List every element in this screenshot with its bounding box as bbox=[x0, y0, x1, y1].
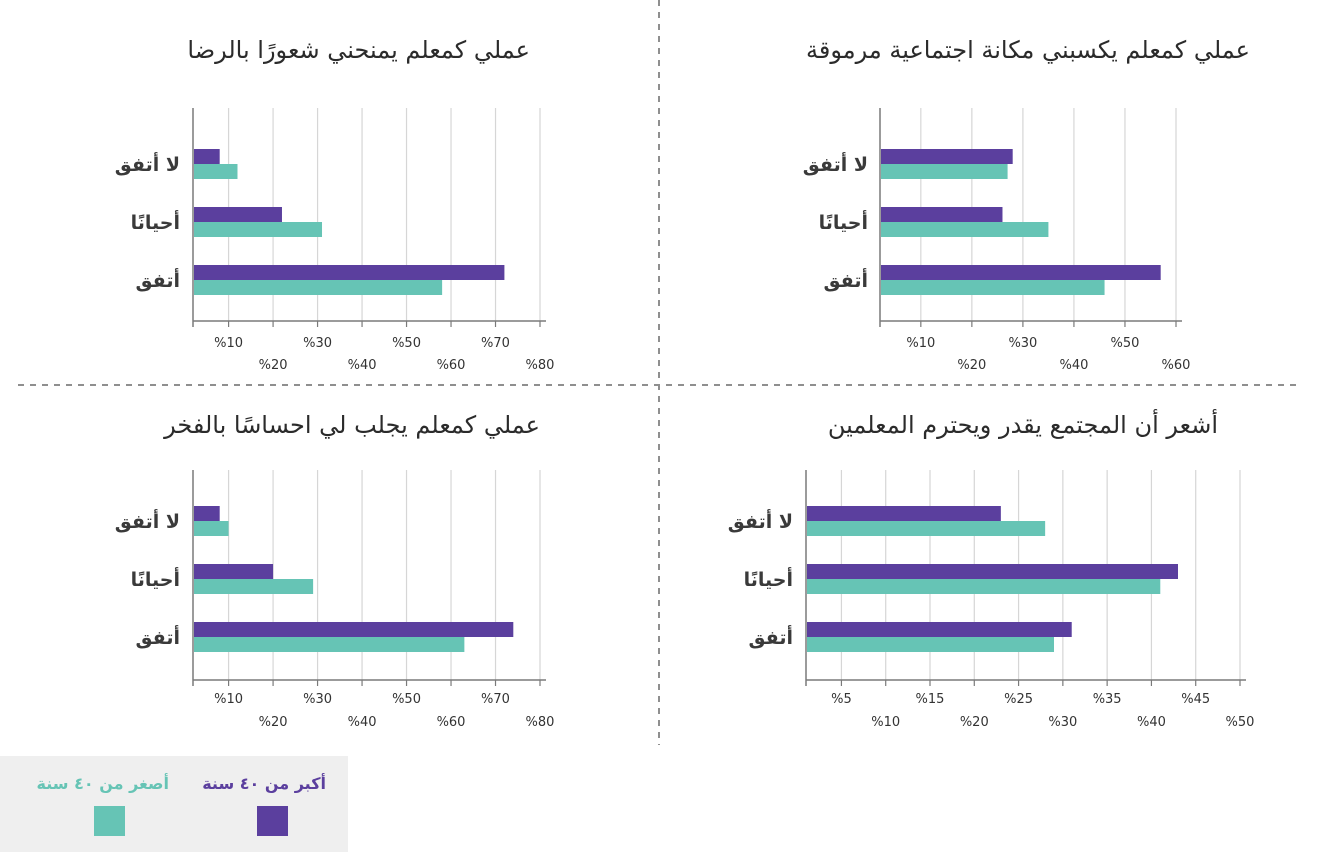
tick-label: %40 bbox=[348, 358, 377, 373]
category-label: لا أتفق bbox=[728, 509, 793, 533]
tick-label: %70 bbox=[481, 692, 510, 707]
chart-panel-social-status: عملي كمعلم يكسبني مكانة اجتماعية مرموقة%… bbox=[803, 36, 1250, 373]
tick-label: %35 bbox=[1093, 692, 1122, 707]
legend-label-older: أكبر من ٤٠ سنة bbox=[202, 773, 326, 793]
bar-younger bbox=[881, 280, 1105, 295]
tick-label: %30 bbox=[303, 692, 332, 707]
tick-label: %45 bbox=[1181, 692, 1210, 707]
tick-label: %80 bbox=[526, 715, 555, 730]
bar-older bbox=[194, 149, 220, 164]
tick-label: %10 bbox=[906, 336, 935, 351]
bar-older bbox=[881, 265, 1161, 280]
tick-label: %20 bbox=[960, 715, 989, 730]
bar-older bbox=[807, 506, 1001, 521]
tick-label: %60 bbox=[437, 715, 466, 730]
chart-panel-community-respect: أشعر أن المجتمع يقدر ويحترم المعلمين %5 %1… bbox=[728, 409, 1255, 730]
tick-label: %50 bbox=[1226, 715, 1255, 730]
bar-older bbox=[194, 265, 505, 280]
bar-older bbox=[881, 149, 1013, 164]
bar-older bbox=[881, 207, 1003, 222]
bar-younger bbox=[194, 579, 314, 594]
tick-label: %50 bbox=[1111, 336, 1140, 351]
tick-label: %50 bbox=[392, 692, 421, 707]
tick-label: %70 bbox=[481, 336, 510, 351]
bar-younger bbox=[194, 164, 238, 179]
chart-title: عملي كمعلم يمنحني شعورًا بالرضا bbox=[187, 36, 530, 64]
tick-label: %20 bbox=[957, 358, 986, 373]
bar-younger bbox=[807, 521, 1046, 536]
category-label: أتفق bbox=[824, 268, 868, 292]
category-label: لا أتفق bbox=[115, 152, 180, 176]
bar-younger bbox=[194, 637, 465, 652]
tick-label: %40 bbox=[1137, 715, 1166, 730]
tick-label: %5 bbox=[831, 692, 852, 707]
category-label: أحيانًا bbox=[744, 567, 793, 591]
category-label: أحيانًا bbox=[819, 210, 868, 234]
bar-older bbox=[194, 564, 274, 579]
chart-panel-satisfaction: عملي كمعلم يمنحني شعورًا بالرضا %10 %20 %30… bbox=[115, 36, 555, 373]
bar-older bbox=[194, 622, 514, 637]
category-label: لا أتفق bbox=[115, 509, 180, 533]
tick-label: %15 bbox=[916, 692, 945, 707]
bar-older bbox=[807, 622, 1072, 637]
chart-panel-pride: عملي كمعلم يجلب لي احساسًا بالفخر %10 %20%… bbox=[115, 411, 555, 730]
category-label: أحيانًا bbox=[131, 210, 180, 234]
legend-label-younger: أصغر من ٤٠ سنة bbox=[37, 773, 169, 793]
legend-background bbox=[0, 756, 348, 852]
category-label: أتفق bbox=[749, 625, 793, 649]
chart-title: عملي كمعلم يكسبني مكانة اجتماعية مرموقة bbox=[806, 36, 1250, 64]
tick-label: %10 bbox=[871, 715, 900, 730]
tick-label: %30 bbox=[303, 336, 332, 351]
tick-label: %25 bbox=[1004, 692, 1033, 707]
category-label: لا أتفق bbox=[803, 152, 868, 176]
legend: أكبر من ٤٠ سنة أصغر من ٤٠ سنة bbox=[0, 756, 348, 852]
chart-title: أشعر أن المجتمع يقدر ويحترم المعلمين bbox=[828, 409, 1218, 439]
bar-younger bbox=[194, 222, 323, 237]
category-label: أحيانًا bbox=[131, 567, 180, 591]
bar-younger bbox=[194, 521, 229, 536]
bar-older bbox=[194, 207, 282, 222]
bar-older bbox=[807, 564, 1178, 579]
tick-label: %10 bbox=[214, 692, 243, 707]
tick-label: %40 bbox=[1059, 358, 1088, 373]
tick-label: %50 bbox=[392, 336, 421, 351]
tick-label: %80 bbox=[526, 358, 555, 373]
bar-older bbox=[194, 506, 220, 521]
chart-title: عملي كمعلم يجلب لي احساسًا بالفخر bbox=[163, 411, 540, 439]
tick-label: %60 bbox=[437, 358, 466, 373]
tick-label: %20 bbox=[259, 358, 288, 373]
legend-swatch-younger bbox=[94, 806, 125, 836]
category-label: أتفق bbox=[136, 268, 180, 292]
tick-label: %30 bbox=[1008, 336, 1037, 351]
tick-label: %20 bbox=[259, 715, 288, 730]
bar-younger bbox=[807, 637, 1054, 652]
category-label: أتفق bbox=[136, 625, 180, 649]
chart-panels: عملي كمعلم يمنحني شعورًا بالرضا %10 %20 %30… bbox=[115, 36, 1255, 730]
bar-younger bbox=[881, 222, 1049, 237]
bar-younger bbox=[881, 164, 1008, 179]
tick-label: %10 bbox=[214, 336, 243, 351]
tick-label: %40 bbox=[348, 715, 377, 730]
bar-younger bbox=[807, 579, 1161, 594]
tick-label: %60 bbox=[1162, 358, 1191, 373]
tick-label: %30 bbox=[1048, 715, 1077, 730]
bar-younger bbox=[194, 280, 443, 295]
legend-swatch-older bbox=[257, 806, 288, 836]
